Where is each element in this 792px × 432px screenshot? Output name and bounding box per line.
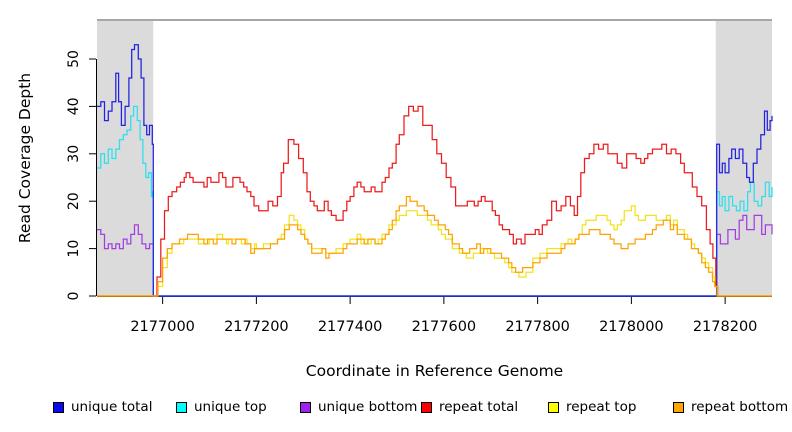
x-tick-label: 2177000	[130, 319, 195, 335]
masked-region-1	[715, 21, 772, 296]
x-tick-label: 2177800	[505, 319, 570, 335]
legend-label: unique top	[194, 399, 267, 415]
y-tick-label: 40	[66, 97, 82, 115]
x-tick-label: 2178000	[599, 319, 664, 335]
y-tick-label: 50	[66, 50, 82, 68]
legend-label: repeat total	[439, 399, 519, 415]
series-line-repeat-bottom	[97, 195, 772, 297]
y-tick-label: 10	[66, 240, 82, 258]
chart-legend: unique total unique top unique bottom re…	[0, 398, 792, 422]
y-tick-label: 30	[66, 145, 82, 163]
unique-top-swatch-icon	[176, 401, 187, 413]
legend-label: repeat top	[566, 399, 637, 415]
y-tick-label: 0	[66, 292, 82, 301]
legend-item-repeat-total: repeat total	[421, 398, 518, 416]
unique-bottom-swatch-icon	[300, 401, 311, 413]
legend-item-unique-bottom: unique bottom	[300, 398, 417, 416]
x-tick-label: 2178200	[693, 319, 758, 335]
repeat-bottom-swatch-icon	[673, 401, 684, 413]
repeat-total-swatch-icon	[421, 401, 432, 413]
x-axis-title: Coordinate in Reference Genome	[306, 362, 563, 380]
series-line-unique-top	[97, 105, 773, 297]
repeat-top-swatch-icon	[548, 401, 559, 413]
legend-item-unique-total: unique total	[53, 398, 152, 416]
legend-label: unique bottom	[318, 399, 418, 415]
series-line-unique-total	[97, 44, 773, 297]
x-tick-label: 2177400	[318, 319, 383, 335]
masked-region-0	[97, 21, 154, 296]
x-tick-label: 2177200	[224, 319, 289, 335]
coverage-chart-canvas: 0 10 20 30 40 50 2177000 2177200 2177400 2177600 2…	[16, 19, 773, 380]
legend-label: unique total	[71, 399, 153, 415]
legend-label: repeat bottom	[691, 399, 789, 415]
series-line-repeat-total	[97, 105, 772, 297]
legend-item-repeat-bottom: repeat bottom	[673, 398, 788, 416]
legend-item-repeat-top: repeat top	[548, 398, 636, 416]
y-tick-label: 20	[66, 192, 82, 210]
x-tick-label: 2177600	[412, 319, 477, 335]
unique-total-swatch-icon	[53, 401, 64, 413]
y-axis-title: Read Coverage Depth	[16, 73, 34, 243]
legend-item-unique-top: unique top	[176, 398, 267, 416]
